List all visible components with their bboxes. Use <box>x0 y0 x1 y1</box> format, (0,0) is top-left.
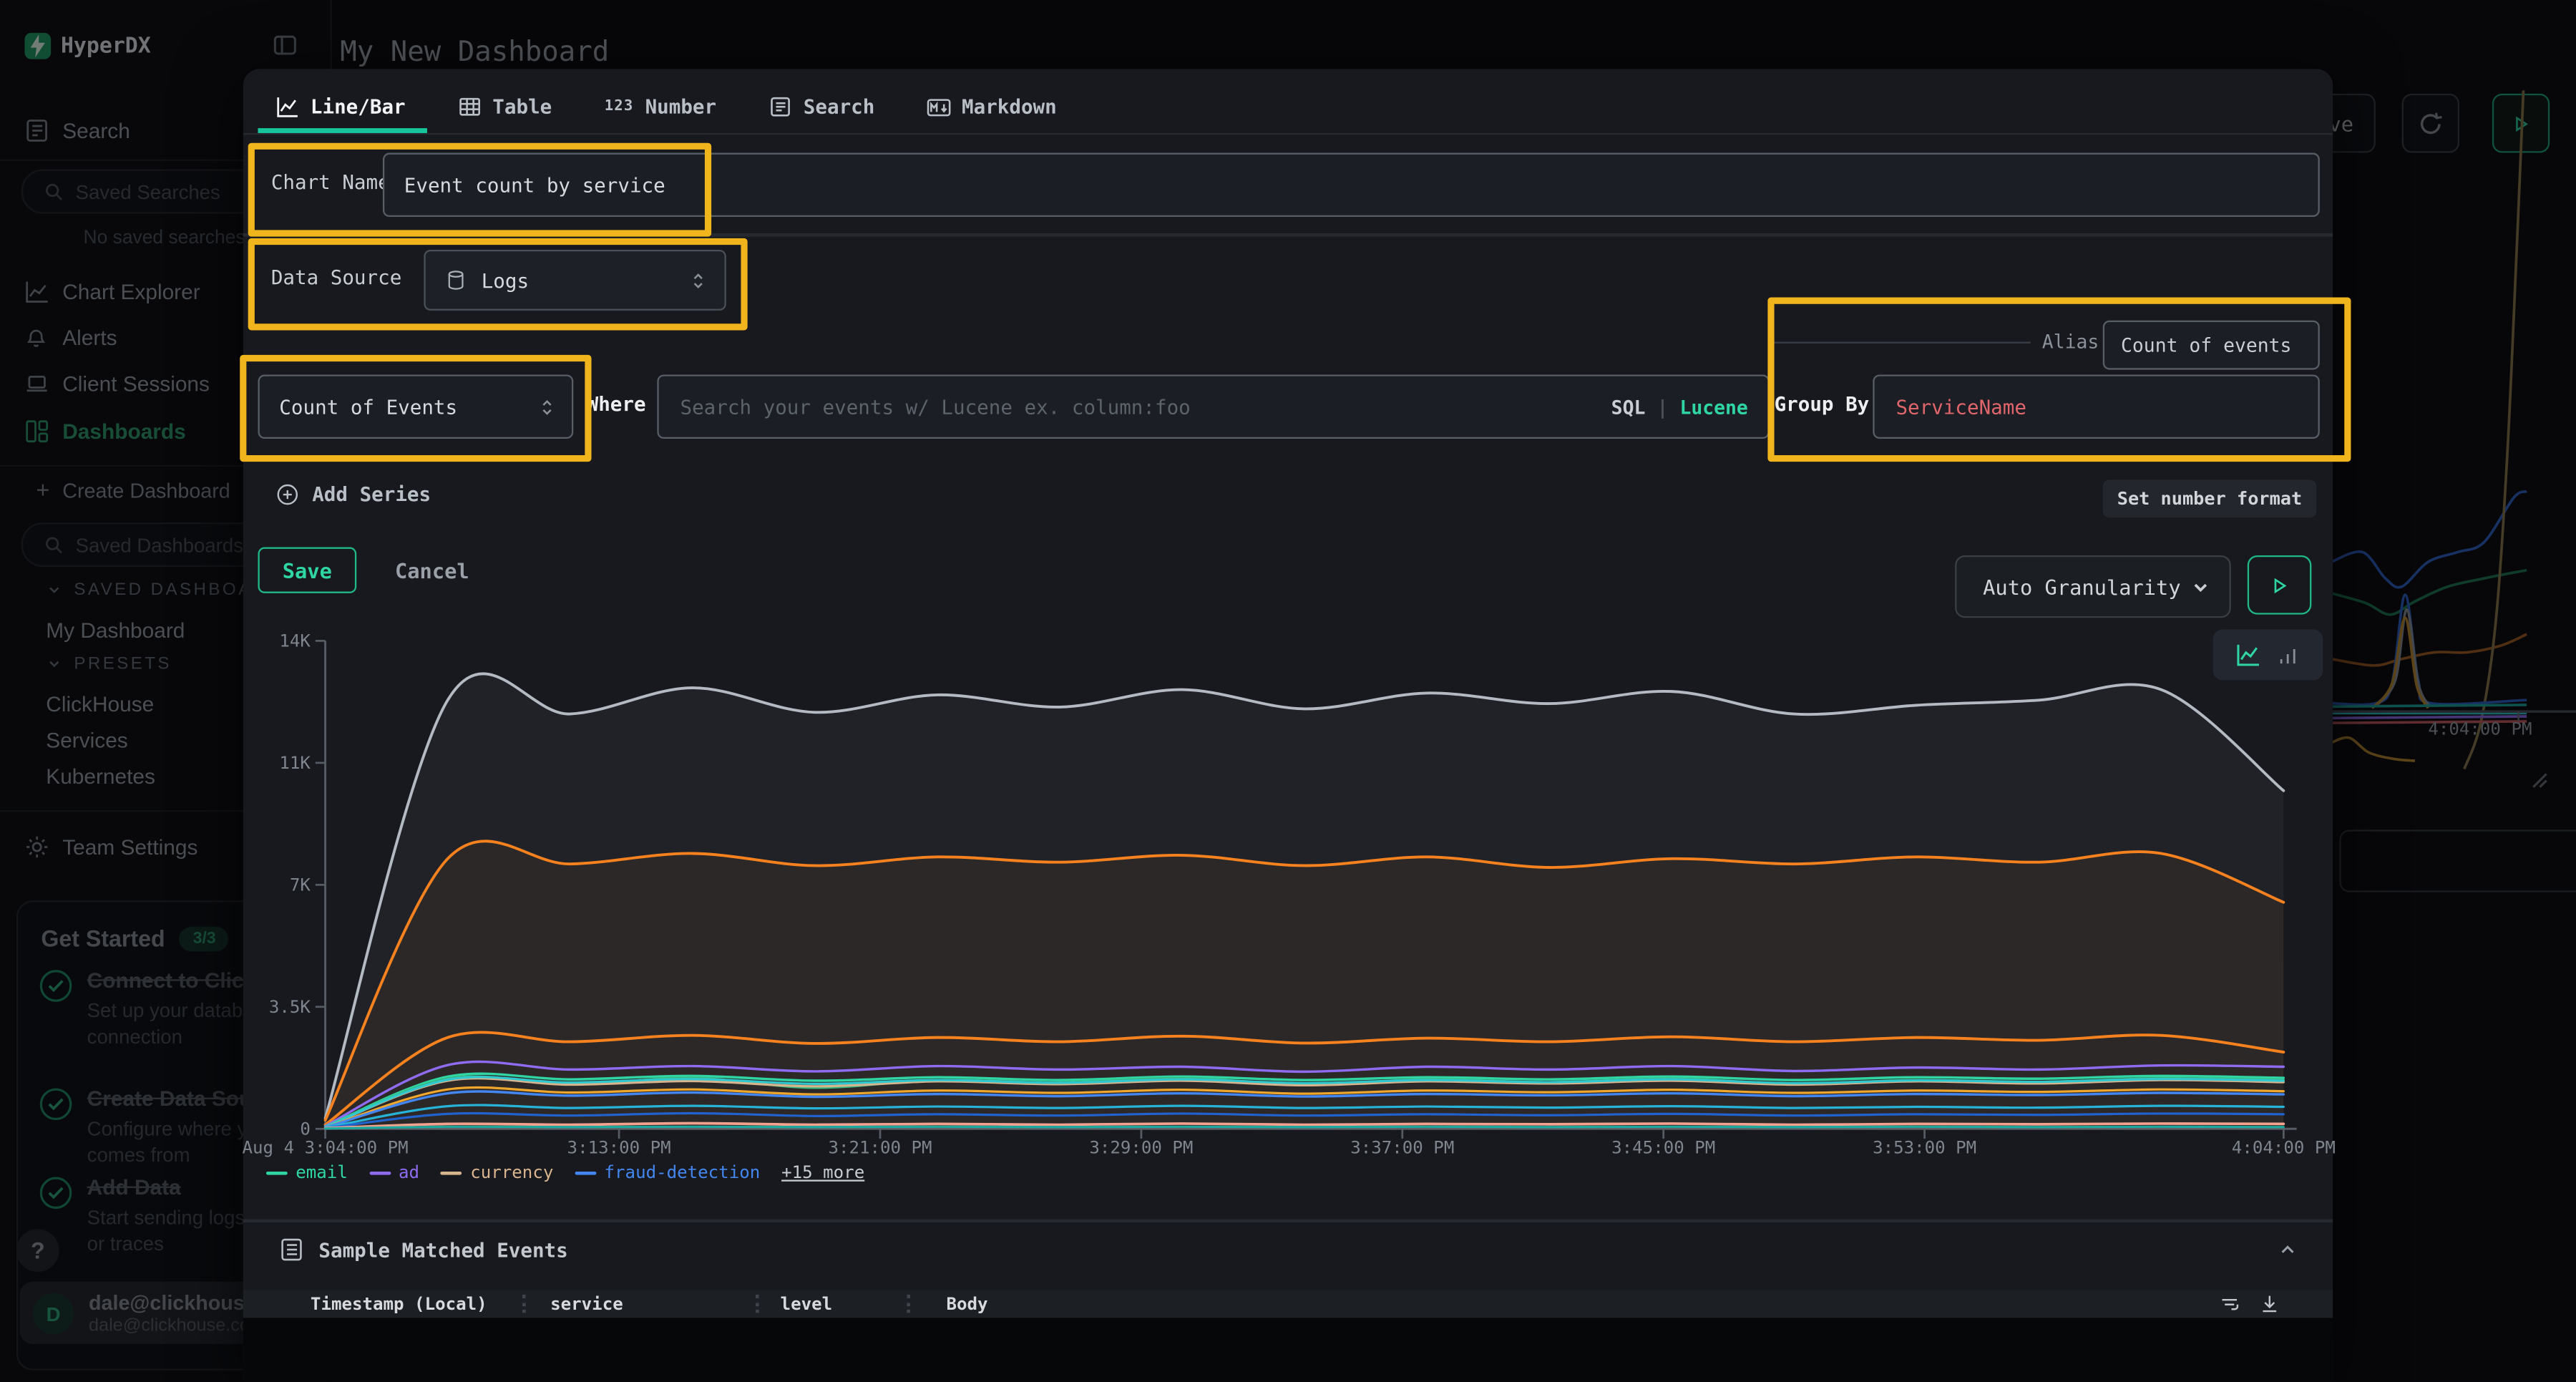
plus-circle-icon <box>276 483 299 506</box>
where-label: Where <box>587 393 646 416</box>
save-button[interactable]: Save <box>258 548 356 593</box>
events-table-row-area <box>243 1318 2333 1382</box>
run-chart-button[interactable] <box>2248 555 2312 615</box>
lucene-toggle[interactable]: Lucene <box>1679 395 1747 418</box>
svg-text:14K: 14K <box>279 631 311 651</box>
number-123-icon: 123 <box>605 99 634 115</box>
svg-text:3:13:00 PM: 3:13:00 PM <box>567 1138 671 1158</box>
legend-swatch <box>266 1172 288 1175</box>
set-number-format-button[interactable]: Set number format <box>2103 480 2316 517</box>
where-search-input[interactable]: Search your events w/ Lucene ex. column:… <box>657 374 1769 439</box>
svg-text:3:37:00 PM: 3:37:00 PM <box>1350 1138 1454 1158</box>
svg-text:11K: 11K <box>279 753 311 773</box>
tab-number[interactable]: 123 Number <box>605 95 716 118</box>
svg-text:0: 0 <box>300 1119 311 1139</box>
cancel-button[interactable]: Cancel <box>378 548 487 593</box>
column-separator[interactable] <box>522 1295 526 1313</box>
column-header-timestamp: Timestamp (Local) <box>311 1295 487 1315</box>
legend-item: currency <box>441 1163 553 1183</box>
legend-swatch <box>575 1172 596 1175</box>
markdown-icon <box>927 95 950 118</box>
svg-text:Aug 4 3:04:00 PM: Aug 4 3:04:00 PM <box>243 1138 409 1158</box>
svg-text:3:21:00 PM: 3:21:00 PM <box>828 1138 932 1158</box>
svg-text:3:53:00 PM: 3:53:00 PM <box>1873 1138 1976 1158</box>
sql-toggle[interactable]: SQL <box>1611 395 1646 418</box>
highlight-box-data-source <box>248 238 748 331</box>
tab-search[interactable]: Search <box>769 95 875 118</box>
add-series-button[interactable]: Add Series <box>276 483 431 506</box>
legend-item: ad <box>369 1163 419 1183</box>
events-table-header: Timestamp (Local) service level Body <box>243 1290 2333 1318</box>
highlight-box-aggregation <box>240 355 591 462</box>
column-header-level: level <box>781 1295 833 1315</box>
svg-text:3:29:00 PM: 3:29:00 PM <box>1089 1138 1193 1158</box>
tab-markdown[interactable]: Markdown <box>927 95 1057 118</box>
download-icon[interactable] <box>2259 1293 2280 1315</box>
svg-text:7K: 7K <box>290 875 311 895</box>
tab-bar: Line/Bar Table 123 Number Search Markdow… <box>276 85 1057 128</box>
highlight-box-group-by <box>1767 298 2351 462</box>
event-list-icon <box>279 1237 303 1262</box>
legend-item: email <box>266 1163 348 1183</box>
tab-table[interactable]: Table <box>458 95 552 118</box>
main-chart: 14K 11K 7K 3.5K 0Aug 4 3:04:00 PM 3:13:00 PM 3… <box>243 628 2333 1173</box>
search-results-icon <box>769 95 792 118</box>
line-chart-icon <box>276 95 299 118</box>
divider <box>243 1220 2333 1222</box>
sample-events-header[interactable]: Sample Matched Events <box>279 1237 567 1262</box>
sample-events-title: Sample Matched Events <box>318 1238 567 1261</box>
collapse-section-icon[interactable] <box>2277 1239 2298 1260</box>
play-icon <box>2269 574 2290 595</box>
legend-item: fraud-detection <box>575 1163 760 1183</box>
chart-legend: email ad currency fraud-detection +15 more <box>266 1163 864 1183</box>
tab-line-bar[interactable]: Line/Bar <box>276 95 406 118</box>
divider <box>243 132 2333 135</box>
highlight-box-chart-name <box>248 143 711 237</box>
chevron-down-icon <box>2190 576 2211 598</box>
column-separator[interactable] <box>907 1295 910 1313</box>
app-root: HyperDX Search Saved Searches No saved s… <box>0 0 2576 1382</box>
column-header-service: service <box>550 1295 623 1315</box>
filter-icon[interactable] <box>2220 1293 2241 1315</box>
svg-text:3:45:00 PM: 3:45:00 PM <box>1611 1138 1715 1158</box>
svg-text:3.5K: 3.5K <box>269 997 311 1017</box>
column-header-body: Body <box>946 1295 987 1315</box>
column-separator[interactable] <box>756 1295 759 1313</box>
table-grid-icon <box>458 95 481 118</box>
legend-more-link[interactable]: +15 more <box>781 1163 864 1183</box>
legend-swatch <box>369 1172 391 1175</box>
svg-text:4:04:00 PM: 4:04:00 PM <box>2232 1138 2336 1158</box>
granularity-select[interactable]: Auto Granularity <box>1955 555 2231 618</box>
legend-swatch <box>441 1172 462 1175</box>
where-placeholder: Search your events w/ Lucene ex. column:… <box>680 395 1191 418</box>
